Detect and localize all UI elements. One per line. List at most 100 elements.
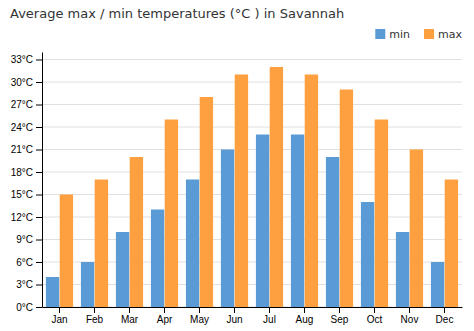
y-tick: 33°C [11, 54, 42, 65]
y-tick-label: 33°C [11, 54, 33, 65]
y-tick-mark [36, 150, 42, 151]
x-tick-mark [374, 307, 375, 313]
y-tick: 0°C [16, 302, 42, 313]
x-tick: Jun [226, 307, 242, 325]
bar [270, 67, 283, 307]
y-tick: 15°C [11, 189, 42, 200]
x-tick-mark [444, 307, 445, 313]
y-tick: 9°C [16, 234, 42, 245]
y-tick-mark [36, 285, 42, 286]
y-tick: 12°C [11, 212, 42, 223]
bars [46, 67, 458, 307]
y-tick-mark [36, 105, 42, 106]
bar [130, 157, 143, 307]
y-tick-mark [36, 60, 42, 61]
x-tick: Aug [296, 307, 314, 325]
x-tick-label: Jun [226, 314, 242, 325]
x-tick-mark [94, 307, 95, 313]
x-tick: Mar [121, 307, 139, 325]
y-tick-label: 15°C [11, 189, 33, 200]
y-tick-label: 21°C [11, 144, 33, 155]
bar [116, 232, 129, 307]
bar [200, 97, 213, 307]
y-tick: 27°C [11, 99, 42, 110]
bar [256, 135, 269, 308]
bar [326, 157, 339, 307]
x-tick-mark [59, 307, 60, 313]
bar [151, 210, 164, 308]
bar [221, 150, 234, 308]
x-tick: Sep [331, 307, 349, 325]
grid-line [42, 59, 462, 60]
grid-line [42, 82, 462, 83]
y-tick-mark [36, 240, 42, 241]
y-tick: 3°C [16, 279, 42, 290]
y-tick: 21°C [11, 144, 42, 155]
x-tick-label: Oct [367, 314, 383, 325]
x-tick: Apr [157, 307, 173, 325]
y-tick-label: 24°C [11, 122, 33, 133]
legend-label: max [438, 28, 462, 41]
bar [396, 232, 409, 307]
plot: 0°C 3°C 6°C 9°C 12°C 15°C 18°C 21°C 24°C 27°C 30°C… [11, 53, 463, 326]
y-axis: 0°C 3°C 6°C 9°C 12°C 15°C 18°C 21°C 24°C 27°C 30°C… [11, 53, 43, 313]
bar [410, 150, 423, 308]
bar [431, 262, 444, 307]
bar [60, 195, 73, 308]
x-tick: Oct [367, 307, 383, 325]
x-tick-label: Mar [121, 314, 139, 325]
bar [186, 180, 199, 308]
x-tick-mark [339, 307, 340, 313]
x-tick-label: May [190, 314, 209, 325]
x-axis-line [43, 307, 463, 308]
x-tick: Feb [86, 307, 104, 325]
y-tick-label: 6°C [16, 257, 33, 268]
y-tick-mark [36, 82, 42, 83]
y-tick: 6°C [16, 257, 42, 268]
y-tick-mark [36, 127, 42, 128]
x-axis: JanFebMarAprMayJunJulAugSepOctNovDec [43, 307, 463, 325]
x-tick-label: Feb [86, 314, 104, 325]
grid-line [42, 172, 462, 173]
x-tick-label: Aug [296, 314, 314, 325]
y-tick-label: 12°C [11, 212, 33, 223]
x-tick-mark [164, 307, 165, 313]
legend-swatch [375, 29, 385, 39]
y-tick-label: 18°C [11, 167, 33, 178]
grid-line [42, 104, 462, 105]
y-tick: 18°C [11, 167, 42, 178]
legend-swatch [424, 29, 434, 39]
x-tick-mark [304, 307, 305, 313]
x-tick-label: Apr [157, 314, 173, 325]
chart: Average max / min temperatures (°C ) in … [0, 0, 474, 331]
x-tick-mark [199, 307, 200, 313]
y-tick-mark [36, 262, 42, 263]
x-tick: May [190, 307, 209, 325]
y-tick-label: 3°C [16, 279, 33, 290]
y-tick-label: 27°C [11, 99, 33, 110]
y-tick-label: 0°C [16, 302, 33, 313]
x-tick-mark [409, 307, 410, 313]
legend: minmax [375, 28, 462, 41]
x-tick: Jul [263, 307, 276, 325]
bar [95, 180, 108, 308]
x-tick-label: Jan [51, 314, 67, 325]
legend-item: max [424, 28, 462, 41]
x-tick-label: Dec [436, 314, 454, 325]
y-tick-mark [36, 195, 42, 196]
bar [445, 180, 458, 308]
bar [305, 75, 318, 308]
x-tick-mark [269, 307, 270, 313]
x-tick-mark [129, 307, 130, 313]
x-tick-label: Jul [263, 314, 276, 325]
x-tick: Dec [436, 307, 454, 325]
bar [46, 277, 59, 307]
y-tick-label: 30°C [11, 77, 33, 88]
bar [81, 262, 94, 307]
y-tick-label: 9°C [16, 234, 33, 245]
y-tick: 24°C [11, 122, 42, 133]
bar [361, 202, 374, 307]
bar [375, 120, 388, 308]
y-tick-mark [36, 307, 42, 308]
bar [340, 90, 353, 308]
